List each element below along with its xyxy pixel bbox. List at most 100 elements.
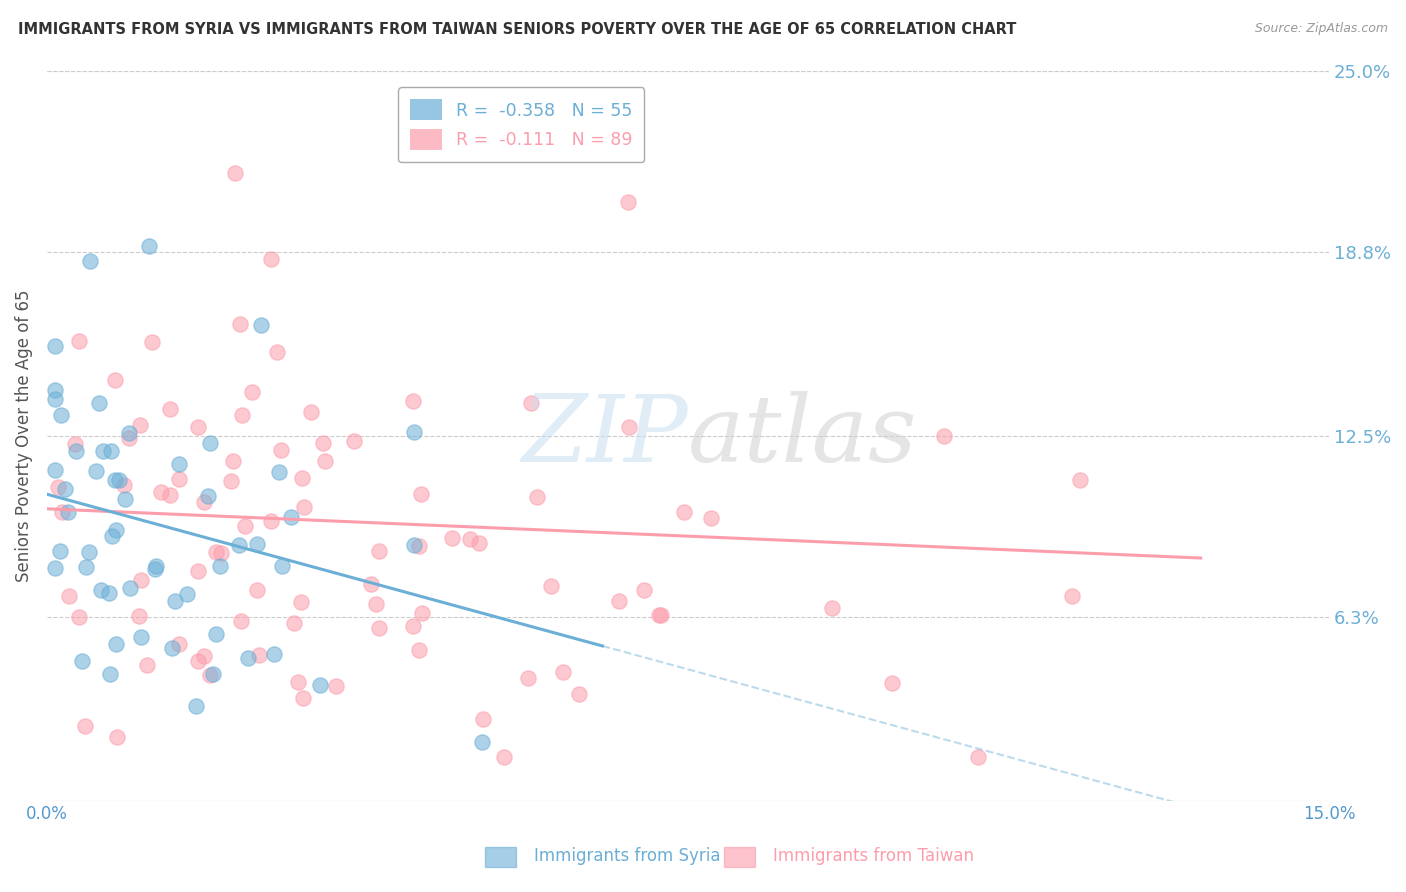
Point [98, 666, 121, 681]
Point [700, 511, 723, 525]
Point [44, 392, 66, 406]
Point [260, 514, 283, 528]
Point [159, 401, 181, 416]
Point [169, 472, 191, 486]
Point [165, 594, 187, 608]
Point [104, 473, 127, 487]
Point [314, 453, 336, 467]
Point [291, 470, 314, 484]
Point [367, 621, 389, 635]
Point [404, 539, 426, 553]
Point [105, 730, 128, 744]
Point [198, 668, 221, 682]
Point [292, 690, 315, 705]
Point [520, 396, 543, 410]
Point [259, 252, 281, 266]
Point [287, 675, 309, 690]
Point [159, 488, 181, 502]
Point [169, 637, 191, 651]
Point [229, 317, 252, 331]
Point [176, 586, 198, 600]
Point [105, 637, 128, 651]
Legend: R =  -0.358   N = 55, R =  -0.111   N = 89: R = -0.358 N = 55, R = -0.111 N = 89 [398, 87, 644, 162]
Point [89, 396, 111, 410]
Point [236, 651, 259, 665]
Point [269, 465, 291, 479]
Point [90, 583, 112, 598]
Point [219, 474, 242, 488]
Point [673, 505, 696, 519]
Point [135, 657, 157, 672]
Point [402, 619, 425, 633]
Point [249, 318, 271, 332]
Point [100, 443, 122, 458]
Point [162, 641, 184, 656]
Point [65, 444, 87, 458]
Point [118, 431, 141, 445]
Point [131, 630, 153, 644]
Point [619, 420, 641, 434]
Point [411, 606, 433, 620]
Point [70, 654, 93, 668]
Point [231, 408, 253, 422]
Point [271, 559, 294, 574]
Point [197, 490, 219, 504]
Point [149, 485, 172, 500]
Point [409, 487, 432, 501]
Point [633, 583, 655, 598]
Text: ZIP: ZIP [522, 391, 688, 481]
Point [65, 437, 87, 451]
Point [141, 334, 163, 349]
Text: IMMIGRANTS FROM SYRIA VS IMMIGRANTS FROM TAIWAN SENIORS POVERTY OVER THE AGE OF : IMMIGRANTS FROM SYRIA VS IMMIGRANTS FROM… [18, 22, 1017, 37]
Point [526, 491, 548, 505]
Point [44, 463, 66, 477]
Point [246, 537, 269, 551]
Point [105, 523, 128, 537]
Point [440, 531, 463, 545]
Point [367, 544, 389, 558]
Point [193, 495, 215, 509]
Point [650, 607, 672, 622]
Point [492, 749, 515, 764]
Point [401, 393, 423, 408]
Point [283, 615, 305, 630]
Point [240, 384, 263, 399]
Point [364, 597, 387, 611]
Point [44, 561, 66, 575]
Text: Source: ZipAtlas.com: Source: ZipAtlas.com [1254, 22, 1388, 36]
Point [471, 735, 494, 749]
Point [967, 749, 990, 764]
Point [471, 713, 494, 727]
Point [402, 425, 425, 439]
Point [138, 239, 160, 253]
Point [551, 665, 574, 679]
Text: Immigrants from Taiwan: Immigrants from Taiwan [773, 847, 974, 865]
Y-axis label: Seniors Poverty Over the Age of 65: Seniors Poverty Over the Age of 65 [15, 290, 32, 582]
Point [200, 436, 222, 450]
Point [46, 480, 69, 494]
Point [77, 545, 100, 559]
Point [312, 436, 335, 450]
Point [290, 595, 312, 609]
Point [245, 583, 267, 598]
Point [145, 558, 167, 573]
Point [49, 544, 72, 558]
Point [186, 698, 208, 713]
Point [187, 564, 209, 578]
Text: atlas: atlas [688, 391, 917, 481]
Point [187, 419, 209, 434]
Point [308, 678, 330, 692]
Point [222, 454, 245, 468]
Point [75, 560, 97, 574]
Point [648, 607, 671, 622]
Point [44, 383, 66, 397]
Point [204, 627, 226, 641]
Point [516, 671, 538, 685]
Point [202, 667, 225, 681]
Point [84, 465, 107, 479]
Point [247, 648, 270, 662]
Point [67, 334, 90, 348]
Point [56, 504, 79, 518]
Point [187, 654, 209, 668]
Point [114, 491, 136, 506]
